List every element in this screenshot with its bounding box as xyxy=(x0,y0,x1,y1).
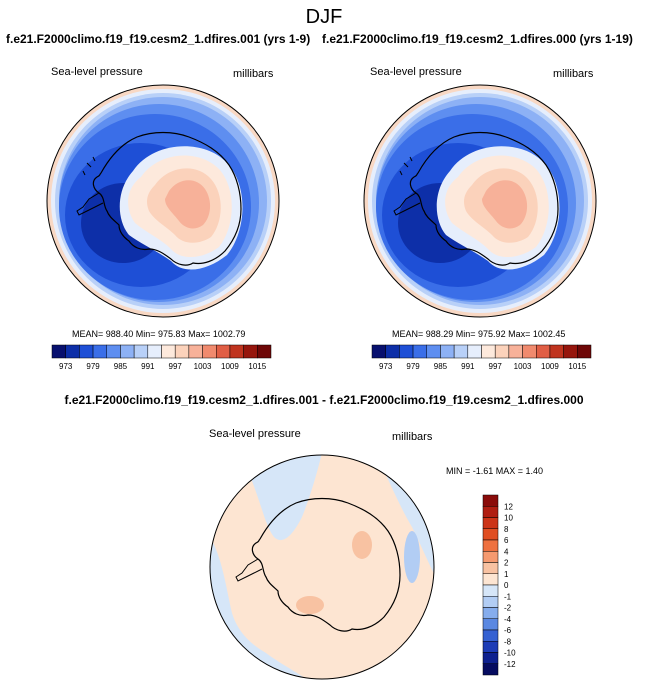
left-units-label: millibars xyxy=(233,68,274,80)
left-colorbar-box xyxy=(243,344,258,359)
right-colorbar-tick: 979 xyxy=(406,362,420,371)
diff-colorbar-box xyxy=(482,551,499,563)
diff-stats: MIN = -1.61 MAX = 1.40 xyxy=(446,466,544,476)
diff-colorbar-tick: -4 xyxy=(504,615,512,624)
left-colorbar-box xyxy=(133,344,149,359)
right-colorbar-box xyxy=(453,344,469,359)
diff-colorbar-box xyxy=(482,517,499,529)
left-colorbar-box xyxy=(216,344,231,359)
left-colorbar-box xyxy=(147,344,162,359)
right-colorbar-box xyxy=(549,344,564,359)
right-colorbar-box xyxy=(412,344,427,359)
diff-colorbar-tick: -10 xyxy=(504,649,516,658)
right-colorbar-box xyxy=(577,344,592,359)
diff-colorbar-box xyxy=(482,506,499,518)
left-colorbar-box xyxy=(65,344,80,359)
right-colorbar-box xyxy=(522,344,537,359)
left-polar-map xyxy=(46,84,280,318)
left-colorbar-box xyxy=(161,344,176,359)
left-colorbar-box xyxy=(174,344,190,359)
diff-colorbar-box xyxy=(482,629,499,642)
right-colorbar-box xyxy=(440,344,455,359)
diff-colorbar-box xyxy=(482,607,499,619)
diff-colorbar-tick: 6 xyxy=(504,536,509,545)
diff-colorbar-tick: 12 xyxy=(504,502,513,511)
left-colorbar-box xyxy=(51,344,66,359)
left-colorbar-box xyxy=(79,344,94,359)
left-colorbar-box xyxy=(229,344,244,359)
right-colorbar-box xyxy=(426,344,441,359)
right-colorbar-tick: 973 xyxy=(379,362,393,371)
right-colorbar-tick: 1009 xyxy=(541,362,559,371)
right-colorbar-box xyxy=(467,344,482,359)
left-colorbar-box xyxy=(92,344,107,359)
diff-colorbar-tick: 2 xyxy=(504,559,509,568)
right-colorbar-box xyxy=(563,344,578,359)
diff-colorbar-box xyxy=(482,562,499,574)
left-colorbar-box xyxy=(257,344,272,359)
right-polar-map xyxy=(363,84,597,318)
diff-colorbar-tick: -1 xyxy=(504,592,512,601)
diff-colorbar-tick: 10 xyxy=(504,514,513,523)
diff-colorbar-box xyxy=(482,584,499,597)
left-colorbar-tick: 997 xyxy=(169,362,183,371)
diff-variable-label: Sea-level pressure xyxy=(209,428,301,440)
diff-colorbar-tick: -6 xyxy=(504,626,512,635)
left-variable-label: Sea-level pressure xyxy=(51,66,143,78)
left-colorbar-tick: 1003 xyxy=(194,362,212,371)
diff-colorbar-tick: 8 xyxy=(504,525,509,534)
right-colorbar-box xyxy=(371,344,386,359)
diff-title: f.e21.F2000climo.f19_f19.cesm2_1.dfires.… xyxy=(64,393,584,407)
diff-colorbar-box xyxy=(482,539,499,552)
left-colorbar-box xyxy=(120,344,135,359)
right-colorbar-tick: 985 xyxy=(434,362,448,371)
diff-colorbar-tick: -2 xyxy=(504,604,512,613)
diff-colorbar-tick: 0 xyxy=(504,581,509,590)
right-colorbar-tick: 1015 xyxy=(568,362,586,371)
diff-colorbar-box xyxy=(482,596,499,608)
diff-colorbar-tick: 1 xyxy=(504,570,509,579)
right-colorbar: 973 979 985 991 997 1003 1009 1015 xyxy=(371,344,592,371)
right-colorbar-tick: 991 xyxy=(461,362,475,371)
left-stats: MEAN= 988.40 Min= 975.83 Max= 1002.79 xyxy=(72,329,246,339)
diff-colorbar-box xyxy=(482,652,499,664)
left-colorbar-tick: 985 xyxy=(114,362,128,371)
diff-colorbar-box xyxy=(482,528,499,541)
right-colorbar-tick: 997 xyxy=(489,362,503,371)
diff-colorbar-tick: -8 xyxy=(504,637,512,646)
right-colorbar-box xyxy=(536,344,551,359)
diff-polar-map xyxy=(209,454,435,680)
diff-colorbar-box xyxy=(482,494,499,507)
diff-colorbar-box xyxy=(482,663,499,676)
diff-colorbar-tick: 4 xyxy=(504,547,509,556)
diff-colorbar-box xyxy=(482,573,499,586)
left-colorbar-tick: 1009 xyxy=(221,362,239,371)
left-colorbar-box xyxy=(106,344,121,359)
right-case-title: f.e21.F2000climo.f19_f19.cesm2_1.dfires.… xyxy=(322,32,633,46)
left-colorbar-tick: 979 xyxy=(86,362,100,371)
diff-colorbar-tick: -12 xyxy=(504,660,516,669)
left-colorbar-tick: 973 xyxy=(59,362,73,371)
right-colorbar-box xyxy=(385,344,400,359)
diff-colorbar-box xyxy=(482,641,499,653)
right-colorbar-box xyxy=(481,344,496,359)
left-colorbar-tick: 991 xyxy=(141,362,155,371)
left-colorbar-tick: 1015 xyxy=(248,362,266,371)
right-colorbar-tick: 1003 xyxy=(514,362,532,371)
right-colorbar-box xyxy=(494,344,510,359)
right-variable-label: Sea-level pressure xyxy=(370,66,462,78)
diff-colorbar-box xyxy=(482,618,499,631)
right-stats: MEAN= 988.29 Min= 975.92 Max= 1002.45 xyxy=(392,329,566,339)
left-case-title: f.e21.F2000climo.f19_f19.cesm2_1.dfires.… xyxy=(6,32,311,46)
right-colorbar-box xyxy=(399,344,414,359)
right-colorbar-box xyxy=(508,344,523,359)
left-colorbar-box xyxy=(188,344,203,359)
right-units-label: millibars xyxy=(553,68,594,80)
left-colorbar: 973 979 985 991 997 1003 1009 1015 xyxy=(51,344,272,371)
figure-title: DJF xyxy=(305,6,343,28)
left-colorbar-box xyxy=(202,344,217,359)
diff-units-label: millibars xyxy=(392,431,433,443)
